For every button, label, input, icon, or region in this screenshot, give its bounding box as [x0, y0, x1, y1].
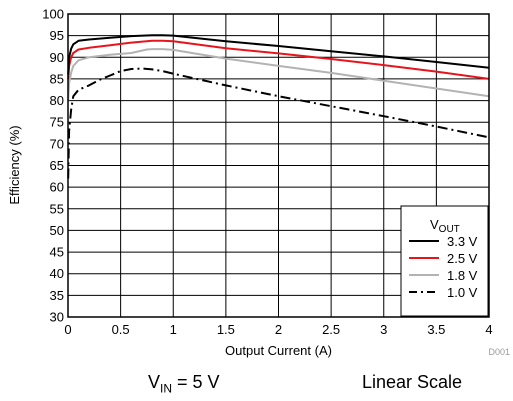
y-tick-label-1: 35: [50, 288, 64, 303]
legend-title: VOUT: [430, 217, 460, 235]
y-tick-label-12: 90: [50, 50, 64, 65]
y-tick-label-13: 95: [50, 28, 64, 43]
legend-box: [400, 205, 489, 317]
series-line-1: [67, 39, 490, 80]
y-tick-label-2: 40: [50, 266, 64, 281]
x-tick-label-8: 4: [485, 322, 492, 337]
y-tick-label-6: 60: [50, 180, 64, 195]
legend-label-1: 2.5 V: [447, 251, 478, 266]
x-tick-label-3: 1.5: [217, 322, 235, 337]
y-tick-label-9: 75: [50, 115, 64, 130]
x-tick-label-4: 2: [275, 322, 282, 337]
series-layer: [67, 34, 490, 179]
y-tick-label-0: 30: [50, 310, 64, 325]
x-tick-label-1: 0.5: [112, 322, 130, 337]
y-tick-label-14: 100: [42, 7, 64, 22]
x-tick-label-2: 1: [170, 322, 177, 337]
vin-value: = 5 V: [172, 372, 220, 392]
legend: VOUT 3.3 V 2.5 V 1.8 V 1.0 V: [400, 205, 489, 317]
y-tick-label-7: 65: [50, 158, 64, 173]
x-tick-label-0: 0: [64, 322, 71, 337]
vin-subscript: IN: [160, 381, 173, 396]
plot-frame: [67, 13, 490, 318]
scale-caption: Linear Scale: [362, 372, 463, 392]
legend-entries: 3.3 V 2.5 V 1.8 V 1.0 V: [409, 234, 478, 300]
vin-symbol: V: [148, 372, 161, 392]
y-axis-label: Efficiency (%): [7, 125, 22, 204]
x-tick-labels: 0 0.5 1 1.5 2 2.5 3 3.5 4: [64, 322, 492, 337]
vin-caption: VIN = 5 V: [148, 372, 220, 396]
y-tick-label-10: 80: [50, 93, 64, 108]
y-tick-label-8: 70: [50, 136, 64, 151]
x-tick-label-7: 3.5: [427, 322, 445, 337]
x-tick-label-5: 2.5: [322, 322, 340, 337]
y-tick-label-11: 85: [50, 71, 64, 86]
y-tick-label-5: 55: [50, 201, 64, 216]
y-tick-label-4: 50: [50, 223, 64, 238]
y-tick-label-3: 45: [50, 245, 64, 260]
y-tick-labels: 30 35 40 45 50 55 60 65 70 75 80 85 90 95 100: [42, 7, 64, 325]
series-line-3: [67, 67, 490, 179]
legend-label-3: 1.0 V: [447, 285, 478, 300]
legend-label-2: 1.8 V: [447, 268, 478, 283]
x-tick-label-6: 3: [380, 322, 387, 337]
x-axis-label: Output Current (A): [225, 343, 332, 358]
figure-code: D001: [488, 347, 510, 357]
series-line-0: [67, 34, 490, 75]
legend-label-0: 3.3 V: [447, 234, 478, 249]
series-line-2: [67, 48, 490, 101]
